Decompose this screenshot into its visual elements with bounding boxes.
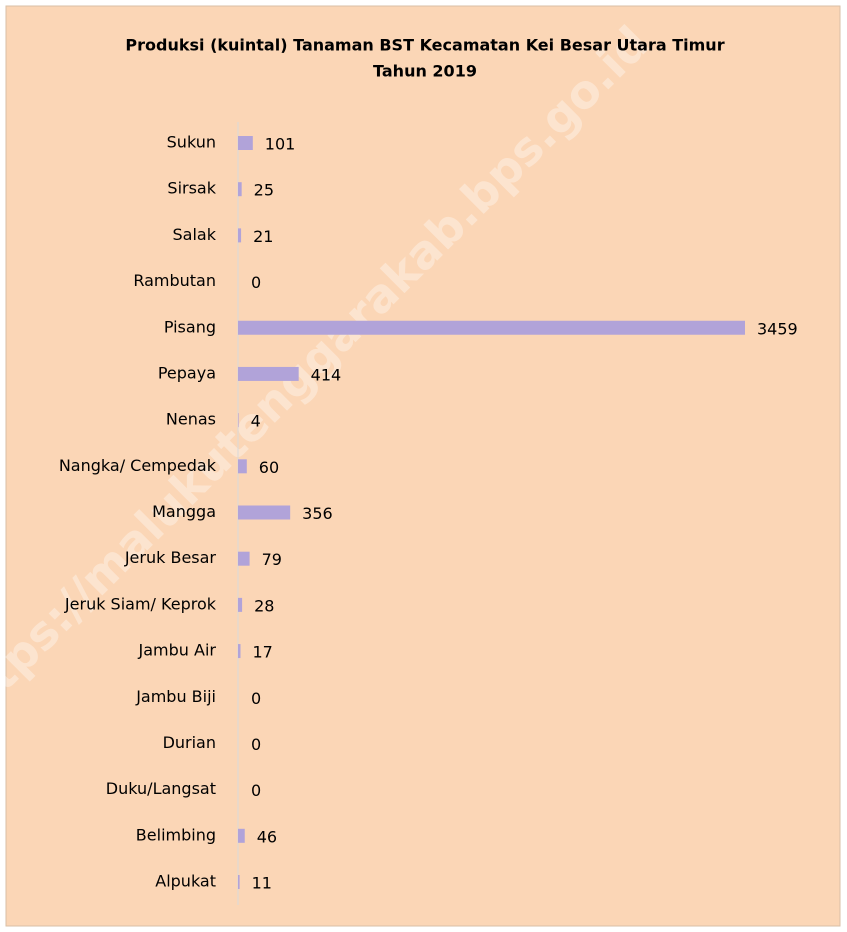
bar — [238, 597, 243, 612]
y-tick-label: Jeruk Siam/ Keprok — [64, 594, 217, 613]
data-label: 356 — [302, 504, 333, 523]
bar — [238, 551, 250, 566]
data-label: 25 — [254, 181, 274, 200]
bar — [238, 366, 299, 381]
data-label: 0 — [251, 781, 261, 800]
y-tick-label: Nangka/ Cempedak — [59, 456, 217, 475]
bar — [238, 320, 745, 335]
y-tick-label: Jambu Biji — [135, 687, 216, 706]
y-tick-label: Nenas — [166, 410, 216, 429]
y-tick-label: Pisang — [164, 317, 216, 336]
bar — [238, 644, 241, 659]
y-tick-label: Salak — [173, 225, 217, 244]
bar — [238, 182, 242, 197]
bar — [238, 459, 247, 474]
data-label: 28 — [254, 596, 274, 615]
chart-background — [5, 5, 841, 927]
chart-subtitle: Tahun 2019 — [373, 62, 477, 81]
data-label: 0 — [251, 735, 261, 754]
data-label: 3459 — [757, 319, 798, 338]
bar — [238, 228, 242, 243]
data-label: 46 — [257, 827, 277, 846]
bar — [238, 875, 240, 889]
y-tick-label: Duku/Langsat — [106, 779, 216, 798]
data-label: 79 — [262, 550, 282, 569]
data-label: 4 — [251, 412, 261, 431]
bar — [238, 828, 245, 843]
data-label: 60 — [259, 458, 279, 477]
data-label: 21 — [253, 227, 273, 246]
bar — [238, 505, 291, 520]
chart-title: Produksi (kuintal) Tanaman BST Kecamatan… — [125, 36, 724, 55]
data-label: 11 — [252, 874, 272, 893]
data-label: 101 — [265, 135, 296, 154]
y-tick-label: Durian — [163, 733, 216, 752]
y-tick-label: Sirsak — [167, 179, 216, 198]
y-tick-label: Jambu Air — [138, 641, 217, 660]
y-tick-label: Alpukat — [155, 872, 216, 891]
data-label: 0 — [251, 689, 261, 708]
y-tick-label: Jeruk Besar — [124, 548, 217, 567]
y-tick-label: Sukun — [167, 133, 216, 152]
data-label: 414 — [311, 365, 342, 384]
data-label: 0 — [251, 273, 261, 292]
y-tick-label: Belimbing — [136, 825, 216, 844]
bar — [238, 413, 239, 428]
y-tick-label: Mangga — [152, 502, 216, 521]
y-tick-label: Rambutan — [133, 271, 216, 290]
y-tick-label: Pepaya — [158, 363, 216, 382]
data-label: 17 — [252, 643, 272, 662]
bar — [238, 136, 253, 150]
